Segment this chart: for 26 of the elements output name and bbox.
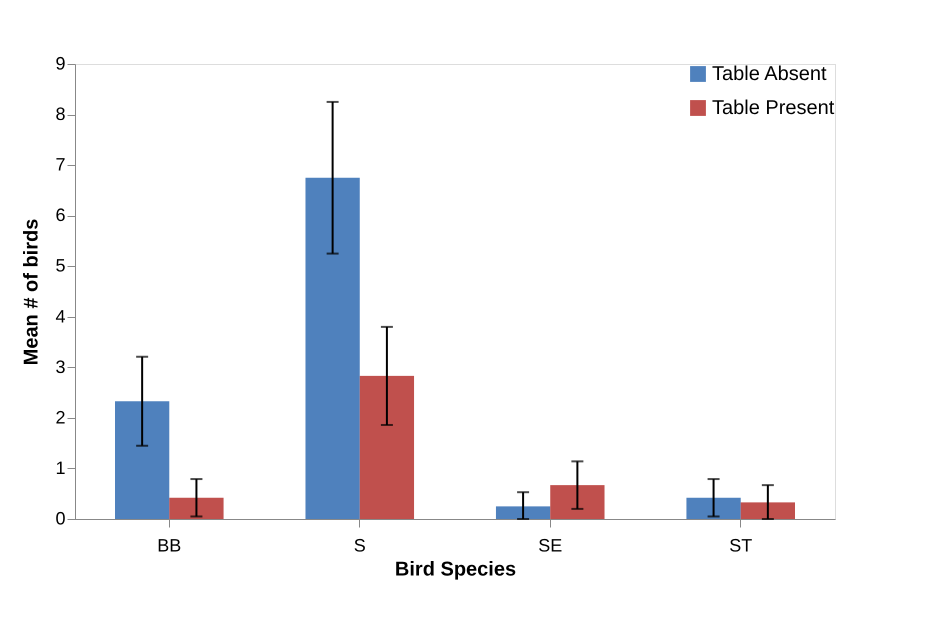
legend-label: Table Present [712, 97, 835, 119]
bar [115, 401, 170, 519]
y-axis-title: Mean # of birds [20, 218, 42, 366]
x-tick-label: BB [157, 536, 182, 556]
bar [740, 502, 795, 519]
bar [550, 485, 605, 519]
y-tick-label: 7 [55, 154, 66, 175]
bar [686, 498, 741, 519]
bar [496, 506, 550, 519]
x-tick-label: S [354, 536, 366, 556]
y-tick-label: 3 [55, 356, 66, 377]
y-tick-label: 9 [55, 54, 66, 74]
y-tick-label: 5 [55, 256, 66, 276]
x-tick-label: SE [538, 536, 562, 556]
bar [360, 376, 414, 519]
y-tick-label: 8 [55, 104, 66, 124]
x-tick-label: ST [729, 536, 752, 556]
x-axis-title: Bird Species [394, 558, 516, 580]
bar [169, 498, 224, 519]
legend-label: Table Absent [712, 63, 827, 85]
y-tick-label: 1 [55, 458, 66, 478]
y-tick-label: 4 [55, 306, 66, 326]
y-tick-label: 6 [55, 205, 66, 226]
y-tick-label: 2 [55, 407, 66, 428]
y-tick-label: 0 [55, 508, 66, 528]
bar [305, 178, 360, 519]
